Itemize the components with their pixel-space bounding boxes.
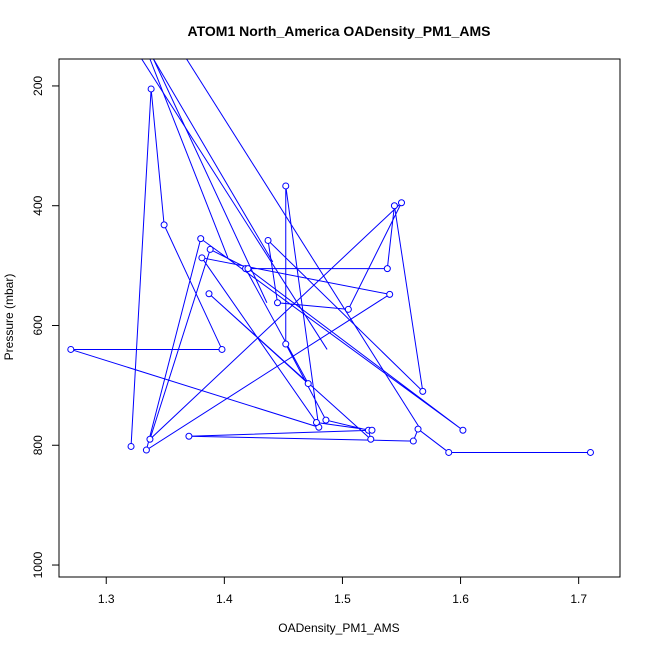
clipped-segment <box>153 59 274 263</box>
y-tick-label: 1000 <box>31 551 45 578</box>
data-point <box>160 221 168 229</box>
data-point <box>273 299 281 307</box>
clipped-segment <box>186 59 421 430</box>
data-point <box>390 202 398 210</box>
y-tick-label: 600 <box>31 315 45 335</box>
chart-title: ATOM1 North_America OADensity_PM1_AMS <box>188 23 491 39</box>
clipped-segment <box>153 59 268 303</box>
data-point <box>322 416 330 424</box>
data-point <box>127 442 135 450</box>
data-point <box>445 448 453 456</box>
x-axis: 1.3 1.4 1.5 1.6 1.7 <box>98 577 587 606</box>
data-point <box>282 182 290 190</box>
data-point <box>367 435 375 443</box>
data-point <box>264 236 272 244</box>
plot-points <box>67 85 594 456</box>
data-point <box>459 426 467 434</box>
plot-lines <box>70 59 591 453</box>
y-tick-label: 400 <box>31 195 45 215</box>
y-axis-label: Pressure (mbar) <box>2 274 16 361</box>
x-tick-label: 1.7 <box>570 592 587 606</box>
series-line <box>70 88 591 453</box>
data-point <box>218 345 226 353</box>
data-point <box>185 432 193 440</box>
x-tick-label: 1.5 <box>334 592 351 606</box>
data-point <box>414 425 422 433</box>
data-point <box>206 245 214 253</box>
data-point <box>142 446 150 454</box>
x-tick-label: 1.4 <box>216 592 233 606</box>
x-tick-label: 1.3 <box>98 592 115 606</box>
data-point <box>344 305 352 313</box>
data-point <box>409 437 417 445</box>
data-point <box>67 345 75 353</box>
plot-frame <box>58 58 621 578</box>
data-point <box>146 435 154 443</box>
data-point <box>304 380 312 388</box>
data-point <box>312 418 320 426</box>
data-point <box>282 340 290 348</box>
data-point <box>147 85 155 93</box>
y-tick-label: 800 <box>31 435 45 455</box>
data-point <box>197 235 205 243</box>
data-point <box>205 290 213 298</box>
data-point <box>198 254 206 262</box>
data-point <box>383 265 391 273</box>
x-axis-label: OADensity_PM1_AMS <box>278 621 399 635</box>
data-point <box>398 199 406 207</box>
data-point <box>419 387 427 395</box>
data-point <box>368 426 376 434</box>
data-point <box>244 265 252 273</box>
clipped-segment <box>141 59 328 350</box>
x-tick-label: 1.6 <box>452 592 469 606</box>
y-tick-label: 200 <box>31 76 45 96</box>
data-point <box>586 448 594 456</box>
y-axis: 200 400 600 800 1000 <box>31 76 59 578</box>
clipped-segment <box>149 59 229 258</box>
data-point <box>386 290 394 298</box>
